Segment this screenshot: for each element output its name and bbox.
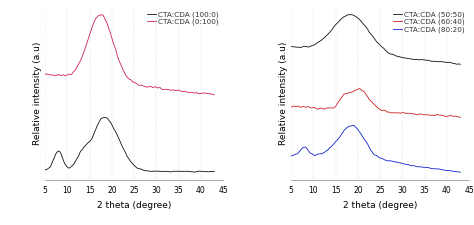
Line: CTA:CDA (0:100): CTA:CDA (0:100) (45, 15, 214, 95)
CTA:CDA (50:50) (288, 45, 294, 48)
CTA:CDA (0:100) (119, 66, 125, 69)
CTA:CDA (60:40) (416, 113, 422, 116)
CTA:CDA (0:100) (155, 87, 161, 89)
CTA:CDA (60:40) (356, 87, 362, 90)
CTA:CDA (50:50) (388, 53, 394, 55)
CTA:CDA (80:20) (416, 165, 422, 168)
CTA:CDA (80:20) (401, 163, 407, 165)
CTA:CDA (0:100) (170, 88, 176, 91)
CTA:CDA (100:0) (155, 170, 161, 173)
CTA:CDA (50:50) (365, 28, 371, 31)
Line: CTA:CDA (50:50): CTA:CDA (50:50) (291, 15, 460, 64)
CTA:CDA (0:100) (86, 36, 91, 39)
Line: CTA:CDA (80:20): CTA:CDA (80:20) (291, 125, 460, 172)
CTA:CDA (80:20) (288, 155, 294, 157)
Line: CTA:CDA (100:0): CTA:CDA (100:0) (45, 117, 214, 172)
CTA:CDA (80:20) (365, 143, 371, 146)
CTA:CDA (100:0) (102, 116, 108, 119)
CTA:CDA (60:40) (288, 106, 294, 109)
Y-axis label: Relative intensity (a.u): Relative intensity (a.u) (279, 42, 288, 145)
CTA:CDA (80:20) (350, 124, 356, 127)
Legend: CTA:CDA (50:50), CTA:CDA (60:40), CTA:CDA (80:20): CTA:CDA (50:50), CTA:CDA (60:40), CTA:CD… (393, 10, 465, 34)
CTA:CDA (50:50) (457, 63, 463, 66)
CTA:CDA (60:40) (332, 106, 337, 109)
CTA:CDA (60:40) (318, 107, 324, 110)
CTA:CDA (80:20) (457, 171, 463, 173)
CTA:CDA (0:100) (72, 69, 78, 72)
Legend: CTA:CDA (100:0), CTA:CDA (0:100): CTA:CDA (100:0), CTA:CDA (0:100) (147, 10, 219, 26)
CTA:CDA (100:0) (42, 168, 48, 171)
Line: CTA:CDA (60:40): CTA:CDA (60:40) (291, 89, 460, 117)
CTA:CDA (100:0) (191, 171, 197, 173)
CTA:CDA (50:50) (332, 25, 337, 27)
CTA:CDA (100:0) (72, 161, 78, 163)
CTA:CDA (60:40) (401, 112, 407, 114)
X-axis label: 2 theta (degree): 2 theta (degree) (97, 201, 171, 210)
CTA:CDA (0:100) (42, 72, 48, 75)
CTA:CDA (50:50) (416, 58, 422, 61)
X-axis label: 2 theta (degree): 2 theta (degree) (343, 201, 417, 210)
CTA:CDA (60:40) (388, 112, 394, 114)
CTA:CDA (100:0) (86, 141, 91, 144)
CTA:CDA (80:20) (388, 160, 394, 162)
CTA:CDA (0:100) (211, 94, 217, 96)
CTA:CDA (100:0) (170, 170, 176, 173)
CTA:CDA (100:0) (211, 170, 217, 173)
CTA:CDA (100:0) (119, 144, 125, 147)
CTA:CDA (100:0) (142, 169, 148, 172)
CTA:CDA (60:40) (457, 116, 463, 119)
CTA:CDA (50:50) (401, 57, 407, 59)
CTA:CDA (0:100) (142, 85, 148, 88)
CTA:CDA (80:20) (318, 153, 324, 155)
CTA:CDA (0:100) (99, 13, 105, 16)
Y-axis label: Relative intensity (a.u): Relative intensity (a.u) (33, 42, 42, 145)
CTA:CDA (80:20) (332, 142, 337, 144)
CTA:CDA (50:50) (318, 39, 324, 42)
CTA:CDA (60:40) (365, 96, 371, 99)
CTA:CDA (50:50) (348, 13, 354, 16)
